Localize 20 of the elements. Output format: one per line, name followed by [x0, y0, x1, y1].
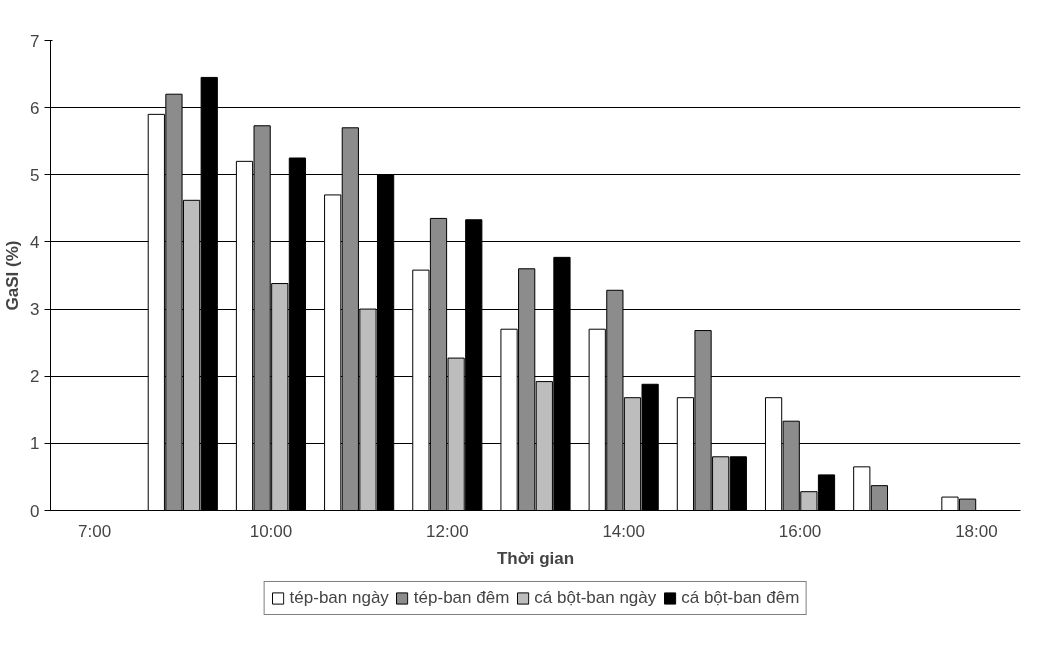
x-axis-title: Thời gian	[496, 548, 575, 568]
legend-label: tép-ban ngày	[289, 588, 389, 608]
x-tick-label: 18:00	[955, 521, 998, 541]
y-tick-label: 3	[30, 300, 40, 320]
x-tick-label: 14:00	[602, 521, 645, 541]
x-tick-label: 16:00	[778, 521, 822, 541]
y-tick-label: 5	[30, 165, 40, 185]
y-tick-label: 2	[30, 367, 40, 387]
y-tick-label: 7	[30, 31, 40, 51]
x-tick-label: 7:00	[78, 521, 112, 541]
y-tick-label: 1	[30, 434, 40, 454]
x-tick-label: 12:00	[426, 521, 469, 541]
x-tick-label: 10:00	[249, 521, 293, 541]
legend-label: cá bột-ban ngày	[534, 588, 657, 608]
y-tick-label: 4	[30, 232, 40, 252]
y-tick-label: 0	[30, 501, 40, 521]
y-axis-title: GaSI (%)	[3, 240, 23, 311]
legend-label: cá bột-ban đêm	[681, 588, 800, 608]
legend-label: tép-ban đêm	[413, 588, 510, 608]
y-tick-label: 6	[30, 98, 40, 118]
